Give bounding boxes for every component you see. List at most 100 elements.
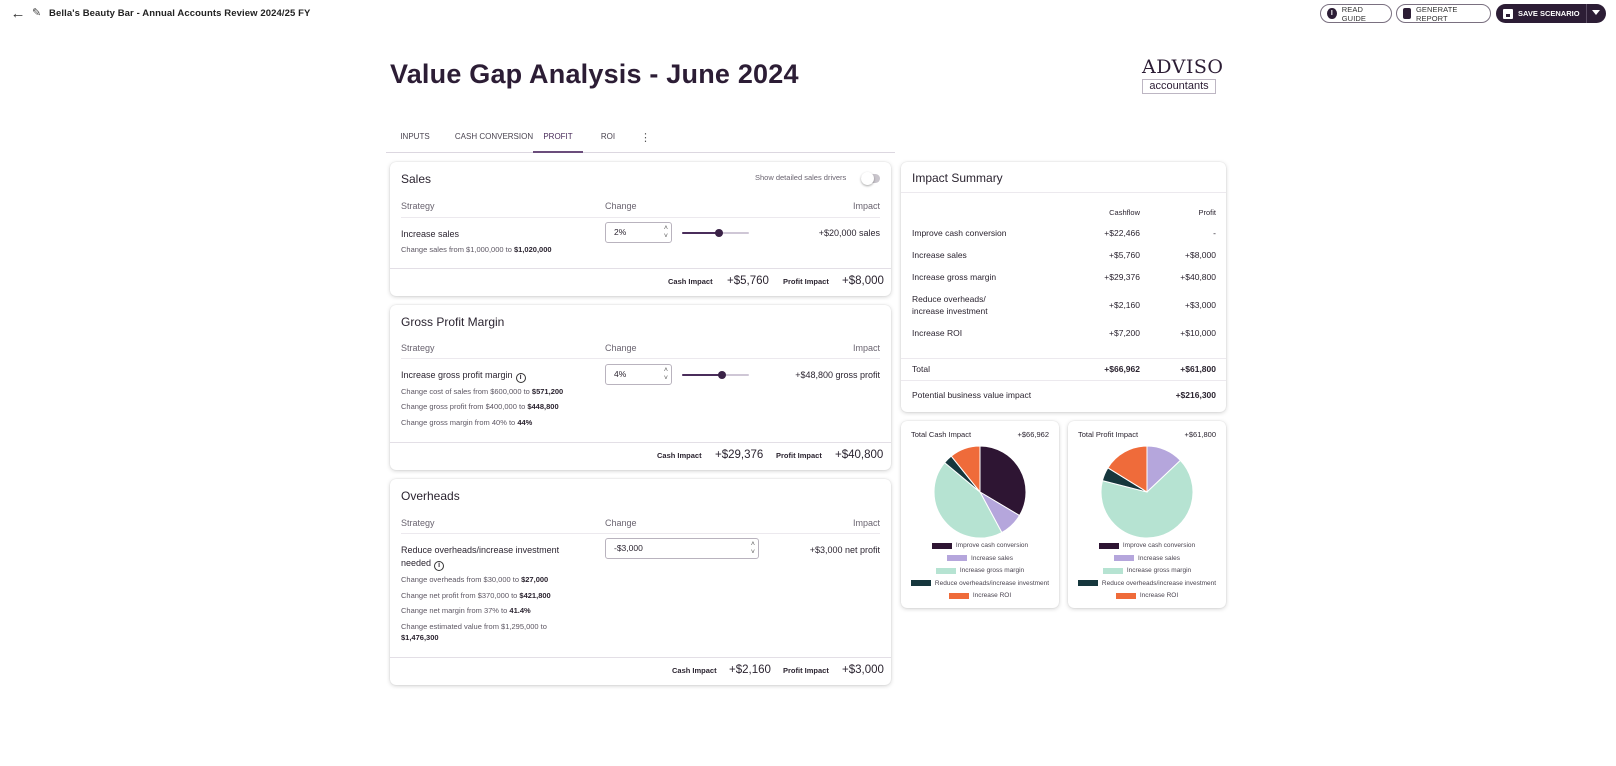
col-change: Change xyxy=(605,343,637,353)
company-logo: ADVISO accountants xyxy=(1142,56,1223,94)
cash-impact-pie-card: Total Cash Impact +$66,962 Improve cash … xyxy=(901,421,1059,608)
legend-label: Increase ROI xyxy=(972,592,1012,599)
tab-inputs[interactable]: INPUTS xyxy=(400,132,430,141)
legend-item-improve-cash-conversion[interactable]: Improve cash conversion xyxy=(1068,541,1226,550)
legend-swatch xyxy=(1102,567,1123,574)
strategy-label: Increase gross profit margin xyxy=(401,370,513,380)
legend-item-increase-gross-margin[interactable]: Increase gross margin xyxy=(901,566,1059,575)
summary-row-cash: +$7,200 xyxy=(1109,328,1140,338)
legend-item-reduce-overheads[interactable]: Reduce overheads/increase investment xyxy=(1068,579,1226,588)
tab-profit[interactable]: PROFIT xyxy=(533,127,583,153)
note-value: 44% xyxy=(517,418,533,427)
total-cash: +$66,962 xyxy=(1104,364,1140,374)
tab-cash-conversion[interactable]: CASH CONVERSION xyxy=(454,132,534,141)
pie-slice-increase-roi[interactable] xyxy=(950,445,981,494)
pencil-icon[interactable]: ✎ xyxy=(32,7,42,19)
legend-swatch xyxy=(910,580,931,586)
info-icon[interactable]: i xyxy=(515,373,526,383)
profit-impact-pie-chart xyxy=(1100,445,1194,539)
document-icon xyxy=(1403,8,1411,19)
pie-slice-improve-cash-conversion[interactable] xyxy=(979,445,1027,517)
sales-drivers-toggle[interactable] xyxy=(861,172,880,185)
note-text: Change cost of sales from $600,000 to xyxy=(401,387,532,396)
generate-report-button[interactable]: GENERATE REPORT xyxy=(1396,4,1491,23)
note-text: Change net profit from $370,000 to xyxy=(401,591,520,600)
page-title: Value Gap Analysis - June 2024 xyxy=(390,59,799,89)
legend-label: Increase gross margin xyxy=(1126,567,1192,574)
gpm-slider[interactable] xyxy=(682,370,749,380)
summary-row-profit: +$3,000 xyxy=(1185,300,1216,310)
read-guide-button[interactable]: i READ GUIDE xyxy=(1320,4,1392,23)
chevron-down-icon[interactable] xyxy=(1592,10,1600,15)
legend-label: Increase ROI xyxy=(1139,592,1179,599)
row-divider xyxy=(401,358,880,359)
legend-item-increase-gross-margin[interactable]: Increase gross margin xyxy=(1068,566,1226,575)
legend-item-increase-roi[interactable]: Increase ROI xyxy=(1068,591,1226,600)
legend-item-increase-sales[interactable]: Increase sales xyxy=(901,554,1059,563)
document-title: Bella's Beauty Bar - Annual Accounts Rev… xyxy=(49,8,311,19)
legend-item-reduce-overheads[interactable]: Reduce overheads/increase investment xyxy=(901,579,1059,588)
sales-card: Sales Show detailed sales drivers Strate… xyxy=(390,162,891,296)
legend-label: Increase gross margin xyxy=(959,567,1025,574)
legend-label: Improve cash conversion xyxy=(955,542,1029,549)
profit-impact-pie-card: Total Profit Impact +$61,800 Improve cas… xyxy=(1068,421,1226,608)
sales-change-input[interactable]: 2% ˄ ˅ xyxy=(605,222,672,243)
legend-swatch xyxy=(931,542,952,549)
legend-label: Reduce overheads/increase investment xyxy=(1101,579,1217,587)
slider-thumb[interactable] xyxy=(718,371,727,379)
legend-item-improve-cash-conversion[interactable]: Improve cash conversion xyxy=(901,541,1059,550)
pie-slice-increase-roi[interactable] xyxy=(1107,445,1148,493)
legend-label: Reduce overheads/increase investment xyxy=(934,579,1050,587)
strategy-note: Change net profit from $370,000 to $421,… xyxy=(401,590,551,601)
summary-row-cash: +$22,466 xyxy=(1104,228,1140,238)
col-strategy: Strategy xyxy=(401,343,435,353)
strategy-note: Change net margin from 37% to 41.4% xyxy=(401,605,531,616)
summary-row-cash: +$5,760 xyxy=(1109,250,1140,260)
legend-swatch xyxy=(1098,542,1119,549)
summary-row-profit: +$40,800 xyxy=(1180,272,1216,282)
note-text: Change sales from $1,000,000 to xyxy=(401,245,514,254)
col-change: Change xyxy=(605,518,637,528)
legend-item-increase-sales[interactable]: Increase sales xyxy=(1068,554,1226,563)
summary-row-profit: - xyxy=(1213,228,1216,238)
cash-impact-label: Cash Impact xyxy=(657,451,702,460)
card-title: Impact Summary xyxy=(912,171,1003,185)
stepper-arrows-icon[interactable]: ˄ ˅ xyxy=(663,225,668,240)
pie-slice-increase-gross-margin[interactable] xyxy=(1100,459,1194,539)
pie-slice-increase-gross-margin[interactable] xyxy=(933,461,1003,539)
profit-impact-label: Profit Impact xyxy=(776,451,822,460)
stepper-arrows-icon[interactable]: ˄ ˅ xyxy=(750,541,755,556)
row-divider xyxy=(401,533,880,534)
legend-swatch xyxy=(1115,592,1136,599)
strategy-name: Increase gross profit margin i xyxy=(401,369,526,383)
note-value: $1,476,300 xyxy=(401,633,439,642)
save-scenario-button[interactable]: SAVE SCENARIO xyxy=(1496,4,1606,23)
col-impact: Impact xyxy=(852,343,880,353)
tab-roi[interactable]: ROI xyxy=(600,132,616,141)
gpm-change-input[interactable]: 4% ˄ ˅ xyxy=(605,364,672,385)
profit-impact-label: Profit Impact xyxy=(783,666,829,675)
overheads-change-input[interactable]: -$3,000 ˄ ˅ xyxy=(605,538,759,559)
back-arrow-icon[interactable]: ← xyxy=(10,5,26,22)
sales-slider[interactable] xyxy=(682,228,749,238)
potential-value: +$216,300 xyxy=(1175,390,1216,400)
cash-impact-value: +$2,160 xyxy=(729,664,771,676)
note-value: $448,800 xyxy=(527,402,559,411)
legend-label: Improve cash conversion xyxy=(1122,542,1196,549)
card-title: Overheads xyxy=(401,489,460,503)
info-icon[interactable]: i xyxy=(434,561,445,571)
save-icon xyxy=(1503,8,1513,19)
summary-row-label: Increase ROI xyxy=(912,328,963,338)
row-divider xyxy=(901,380,1226,381)
strategy-label-line2: needed i xyxy=(401,557,559,571)
profit-impact-value: +$8,000 xyxy=(842,275,884,287)
strategy-note: Change cost of sales from $600,000 to $5… xyxy=(401,386,563,397)
impact-value: +$20,000 sales xyxy=(818,228,880,238)
stepper-arrows-icon[interactable]: ˄ ˅ xyxy=(663,367,668,382)
summary-row-label: Increase gross margin xyxy=(912,272,997,282)
more-vertical-icon[interactable]: ⋮ xyxy=(640,132,651,144)
legend-item-increase-roi[interactable]: Increase ROI xyxy=(901,591,1059,600)
slider-thumb[interactable] xyxy=(714,229,723,237)
col-profit: Profit xyxy=(1198,208,1216,217)
cash-impact-label: Cash Impact xyxy=(672,666,717,675)
